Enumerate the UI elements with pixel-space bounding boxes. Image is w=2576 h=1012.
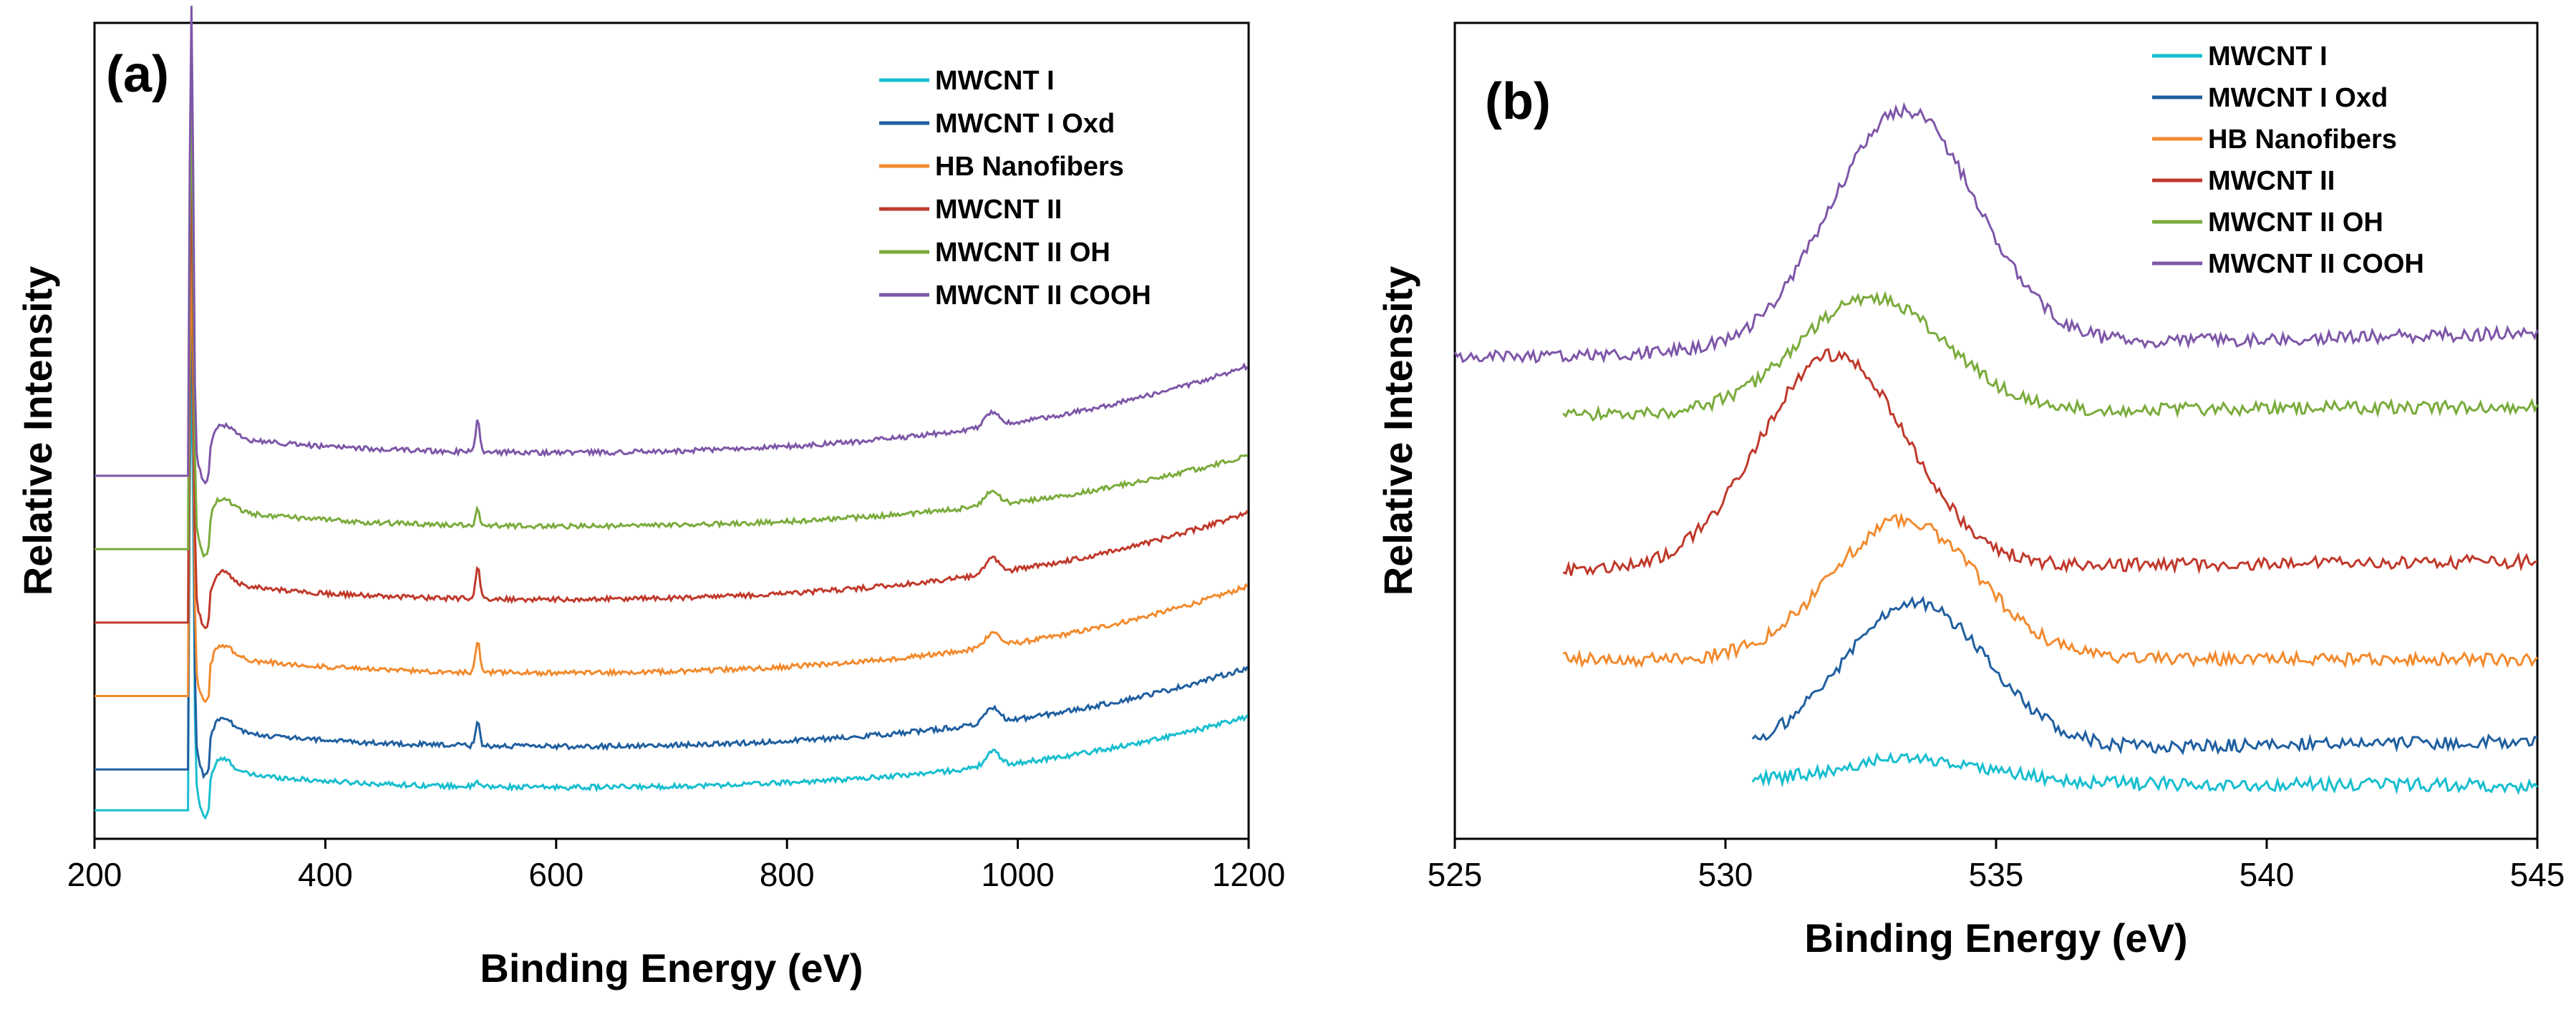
b-legend-label: MWCNT II COOH [2208,249,2424,279]
a-tick-label: 800 [760,856,815,893]
a-tick-label: 1200 [1212,856,1285,893]
b-legend-label: MWCNT II OH [2208,208,2383,238]
a-legend-label: HB Nanofibers [935,152,1124,182]
b-series-line [1562,291,2539,422]
panel-b-label: (b) [1485,73,1551,130]
plot-a-frame [93,21,1250,840]
a-series-line [95,342,1249,820]
a-tick-label: 600 [528,856,584,893]
b-x-ticks: 525 530 535 540 545 [1428,839,2565,893]
b-tick-label: 525 [1428,856,1483,893]
a-series-line [95,6,1249,485]
panel-a-label: (a) [106,46,169,103]
a-legend-label: MWCNT II COOH [935,281,1151,311]
a-y-axis-title: Relative Intensity [15,266,60,596]
b-y-axis-title: Relative Intensity [1375,266,1420,596]
b-tick-label: 530 [1698,856,1753,893]
b-series-line [1751,595,2538,756]
a-legend-label: MWCNT II OH [935,238,1110,268]
a-legend-label: MWCNT I [935,66,1055,96]
a-series-line [95,152,1249,630]
a-x-axis-title: Binding Energy (eV) [480,945,863,991]
a-tick-label: 400 [298,856,353,893]
a-legend: MWCNT I MWCNT I Oxd HB Nanofibers MWCNT II M… [879,66,1151,311]
b-series-group [1453,102,2539,795]
a-tick-label: 200 [67,856,122,893]
panel-b: 525 530 535 540 545 (b) Binding Energy (eV) … [1375,21,2565,960]
b-legend: MWCNT I MWCNT I Oxd HB Nanofibers MWCNT II M… [2152,42,2424,279]
b-tick-label: 540 [2240,856,2295,893]
b-legend-label: HB Nanofibers [2208,125,2397,155]
a-series-line [95,82,1249,558]
b-series-line [1751,751,2539,795]
b-legend-label: MWCNT I Oxd [2208,83,2388,113]
a-series-line [95,275,1249,779]
a-tick-label: 1000 [981,856,1054,893]
panel-a: 200 400 600 800 1000 1200 (a) Binding Energy … [15,6,1285,991]
b-legend-label: MWCNT I [2208,42,2328,72]
a-legend-label: MWCNT II [935,195,1062,225]
b-series-line [1562,512,2539,669]
b-series-line [1453,102,2539,364]
b-tick-label: 535 [1969,856,2024,893]
b-tick-label: 545 [2510,856,2565,893]
a-x-ticks: 200 400 600 800 1000 1200 [67,839,1285,893]
a-legend-label: MWCNT I Oxd [935,109,1115,139]
a-series-group [95,6,1249,820]
a-series-line [95,228,1249,704]
b-legend-label: MWCNT II [2208,166,2335,196]
b-series-line [1562,348,2538,576]
b-x-axis-title: Binding Energy (eV) [1804,915,2187,960]
